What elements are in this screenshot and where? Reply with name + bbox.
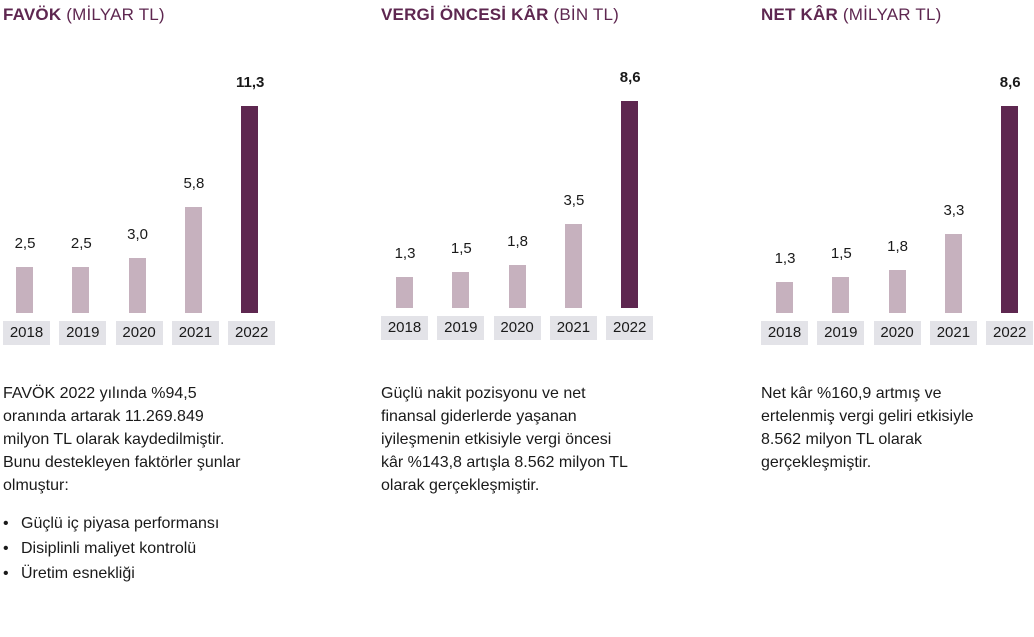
value-label-2022: 8,6 [619,69,641,86]
value-label-2019: 1,5 [450,239,472,257]
description-line: FAVÖK 2022 yılında %94,5 [3,385,197,402]
description-line: gerçekleşmiştir. [761,454,872,471]
bar-2019 [72,267,90,313]
bar-2022 [241,106,259,313]
description-line: olmuştur: [3,477,69,494]
bullet-text: Disiplinli maliyet kontrolü [21,540,197,557]
year-label-2018: 2018 [381,316,428,340]
year-label-2022: 2022 [228,321,276,345]
chart-title-unit: (MİLYAR TL) [66,5,165,24]
year-label-2019: 2019 [59,321,107,345]
description-line: kâr %143,8 artışla 8.562 milyon TL [381,454,628,471]
year-label-2018: 2018 [3,321,50,345]
bullet-text: Güçlü iç piyasa performansı [21,515,220,532]
value-label-2020: 3,0 [127,226,149,244]
value-label-2020: 1,8 [887,237,909,255]
description-line: iyileşmenin etkisiyle vergi öncesi [381,431,612,448]
year-label-2019: 2019 [437,316,485,340]
bar-2020 [508,264,526,308]
bullet-icon: • [3,565,9,582]
value-label-2021: 3,3 [943,201,965,219]
chart-title-main: NET KÂR [761,5,838,24]
bullet-item: • Üretim esnekliği [3,561,240,586]
bar-2018 [776,281,793,313]
year-label-2021: 2021 [929,321,977,345]
vergi-oncesi-kar-panel: VERGİ ÖNCESİ KÂR (BİN TL) 1,3 2018 1,5 2019 1… [381,0,671,637]
description-line: olarak gerçekleşmiştir. [381,477,540,494]
year-label-2019: 2019 [817,321,865,345]
chart-description: FAVÖK 2022 yılında %94,5 oranında artarak… [3,382,240,586]
bullet-list: • Güçlü iç piyasa performansı • Disiplinli … [3,511,240,586]
bar-2022 [621,101,639,308]
bar-2020 [128,258,146,313]
chart-title-main: VERGİ ÖNCESİ KÂR [381,5,549,24]
year-label-2021: 2021 [549,316,597,340]
bullet-icon: • [3,515,9,532]
value-label-2019: 1,5 [830,244,852,262]
year-label-2022: 2022 [986,321,1034,345]
description-line: Bunu destekleyen faktörler şunlar [3,454,241,471]
chart-title: NET KÂR (MİLYAR TL) [761,5,941,25]
description-line: 8.562 milyon TL olarak [761,431,922,448]
bar-2019 [452,271,470,308]
value-label-2022: 11,3 [236,74,265,91]
chart-title: FAVÖK (MİLYAR TL) [3,5,165,25]
bar-2022 [1001,106,1019,313]
value-label-2018: 1,3 [774,249,796,267]
value-label-2018: 1,3 [394,244,416,262]
description-line: Net kâr %160,9 artmış ve [761,385,942,402]
value-label-2018: 2,5 [14,235,36,253]
chart-title-unit: (MİLYAR TL) [842,5,942,24]
bar-2021 [184,206,202,313]
description-line: milyon TL olarak kaydedilmiştir. [3,431,225,448]
bar-2018 [16,267,33,313]
value-label-2020: 1,8 [507,232,529,250]
bullet-item: • Güçlü iç piyasa performansı [3,511,240,536]
bullet-item: • Disiplinli maliyet kontrolü [3,536,240,561]
bullet-text: Üretim esnekliği [21,565,135,582]
value-label-2021: 3,5 [563,191,585,209]
value-label-2022: 8,6 [999,74,1021,91]
bullet-icon: • [3,540,9,557]
description-line: oranında artarak 11.269.849 [3,408,204,425]
value-label-2019: 2,5 [70,235,92,253]
year-label-2020: 2020 [873,321,921,345]
bar-2018 [396,276,413,308]
chart-description: Net kâr %160,9 artmış ve ertelenmiş vergi… [761,382,974,474]
value-label-2021: 5,8 [183,174,205,192]
bar-2021 [944,233,962,313]
chart-title-unit: (BİN TL) [553,5,620,24]
chart-description: Güçlü nakit pozisyonu ve net finansal gid… [381,382,628,497]
chart-title-main: FAVÖK [3,5,62,24]
chart-title: VERGİ ÖNCESİ KÂR (BİN TL) [381,5,619,25]
description-line: finansal giderlerde yaşanan [381,408,577,425]
bar-2020 [888,269,906,313]
year-label-2020: 2020 [115,321,163,345]
bar-2019 [832,276,850,313]
description-line: ertelenmiş vergi geliri etkisiyle [761,408,974,425]
net-kar-panel: NET KÂR (MİLYAR TL) 1,3 2018 1,5 2019 1,8 2020… [761,0,1034,637]
description-line: Güçlü nakit pozisyonu ve net [381,385,586,402]
favok-panel: FAVÖK (MİLYAR TL) 2,5 2018 2,5 2019 3,0 2020 5,… [3,0,283,637]
year-label-2020: 2020 [493,316,541,340]
year-label-2021: 2021 [171,321,219,345]
year-label-2022: 2022 [606,316,654,340]
year-label-2018: 2018 [761,321,808,345]
bar-2021 [564,223,582,308]
